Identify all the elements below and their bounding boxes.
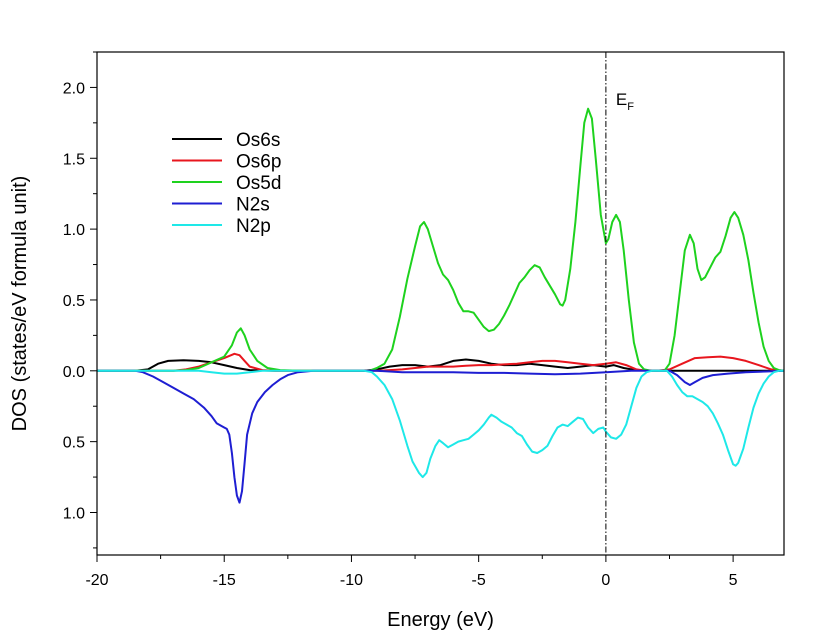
legend-label-os6s: Os6s [236,130,280,151]
series-line-n2s [97,369,785,504]
series-line-os6s [97,358,784,372]
x-tick-label: -20 [85,572,108,589]
legend-label-os6p: Os6p [236,152,281,173]
fermi-level-label-sub: F [627,101,634,113]
y-axis-title: DOS (states/eV formula unit) [9,176,31,432]
y-tick-label: 0.5 [63,435,85,452]
series-layer [97,107,785,504]
series-line-os6p [97,352,785,372]
legend-label-n2p: N2p [236,216,271,237]
y-tick-label: 2.0 [63,80,85,97]
x-tick-label: 0 [601,572,610,589]
series-line-n2p [97,369,784,479]
fermi-level-label-main: E [616,90,627,109]
tick-layer: -20 -15 -10 -5 0 5 2.0 1.5 1.0 0.5 0.0 0.5 1.0 [63,51,738,589]
x-axis-title: Energy (eV) [387,609,494,631]
y-tick-label: 1.5 [63,151,85,168]
x-tick-label: -15 [213,572,236,589]
y-tick-label: 0.5 [63,293,85,310]
y-tick-label: 1.0 [63,505,85,522]
fermi-level-label: EF [616,90,634,113]
legend-label-os5d: Os5d [236,173,281,194]
y-tick-label: 0.0 [63,364,85,381]
x-tick-label: 5 [729,572,738,589]
plot-frame [96,51,785,556]
y-tick-label: 1.0 [63,222,85,239]
x-tick-label: -5 [472,572,486,589]
series-line-os5d [97,107,785,372]
legend-label-n2s: N2s [236,195,270,216]
x-tick-label: -10 [340,572,363,589]
